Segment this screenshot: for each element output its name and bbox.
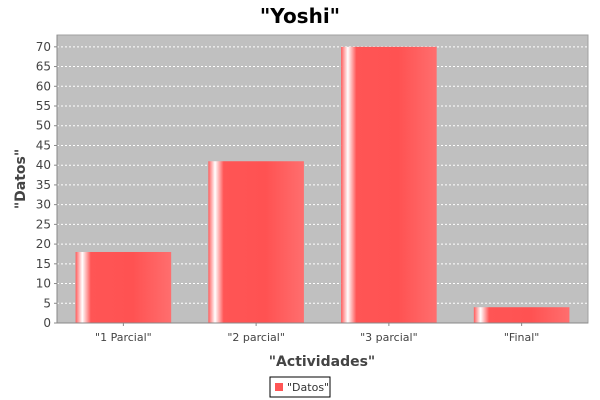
y-tick-label: 30 [36, 198, 51, 212]
y-tick-label: 35 [36, 178, 51, 192]
legend-label: "Datos" [287, 381, 329, 394]
x-axis: "1 Parcial" "2 parcial" "3 parcial" "Final" [57, 322, 588, 344]
bar [341, 46, 437, 323]
y-tick-label: 40 [36, 158, 51, 172]
y-tick-label: 60 [36, 79, 51, 93]
y-axis: 0 5 10 15 20 25 30 35 40 45 50 55 60 65 70 [36, 35, 58, 330]
y-tick-label: 70 [36, 40, 51, 54]
y-tick-label: 25 [36, 217, 51, 231]
chart-title: "Yoshi" [260, 4, 340, 28]
y-tick-label: 0 [43, 316, 51, 330]
bar [208, 161, 304, 323]
y-tick-label: 65 [36, 60, 51, 74]
x-tick-label: "2 parcial" [227, 331, 285, 344]
y-tick-label: 5 [43, 296, 51, 310]
x-tick-label: "1 Parcial" [95, 331, 152, 344]
y-tick-label: 20 [36, 237, 51, 251]
legend-swatch [275, 383, 283, 391]
y-tick-label: 55 [36, 99, 51, 113]
bar [473, 307, 570, 323]
y-tick-label: 50 [36, 119, 51, 133]
y-tick-label: 15 [36, 257, 51, 271]
bar [75, 251, 172, 323]
y-tick-label: 10 [36, 277, 51, 291]
x-axis-label: "Actividades" [269, 354, 375, 370]
x-tick-label: "3 parcial" [360, 331, 418, 344]
x-tick-label: "Final" [504, 331, 539, 344]
legend: "Datos" [269, 376, 331, 398]
y-axis-label: "Datos" [13, 149, 29, 209]
legend-box [269, 376, 331, 398]
bars [75, 46, 570, 323]
y-tick-label: 45 [36, 138, 51, 152]
